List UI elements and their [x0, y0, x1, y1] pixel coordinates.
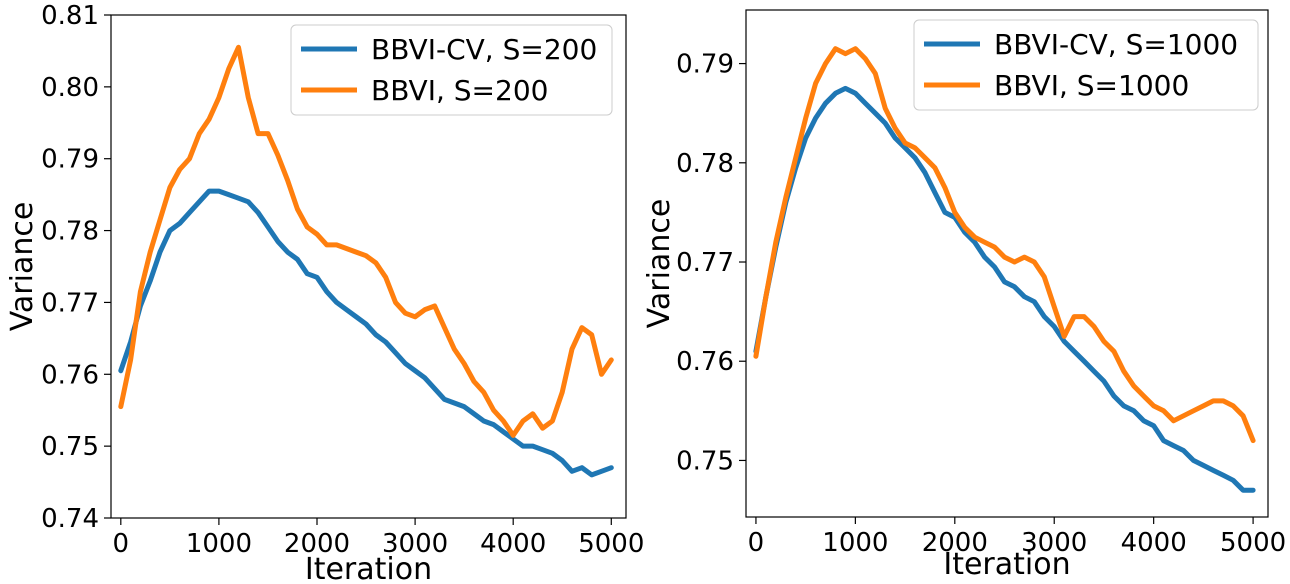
- y-tick-label: 0.75: [676, 446, 734, 476]
- series-line-bbvi: [753, 46, 1256, 444]
- y-tick-label: 0.75: [41, 432, 99, 462]
- x-tick-label: 5000: [1220, 528, 1286, 558]
- y-axis-title: Variance: [5, 202, 40, 332]
- y-axis-title: Variance: [642, 199, 677, 329]
- legend-label: BBVI-CV, S=1000: [994, 28, 1238, 61]
- y-tick-label: 0.76: [676, 347, 734, 377]
- x-tick-label: 3000: [1021, 528, 1087, 558]
- y-tick-label: 0.76: [41, 360, 99, 390]
- y-tick-label: 0.79: [41, 145, 99, 175]
- x-axis-title: Iteration: [305, 552, 432, 584]
- x-tick-label: 3000: [382, 529, 448, 559]
- y-tick-label: 0.78: [41, 217, 99, 247]
- chart-right-panel: 0 1000 2000 3000 4000 5000 0.75 0.76 0.77 0.78 0.7…: [642, 9, 1286, 582]
- plot-frame: [110, 14, 627, 519]
- legend-label: BBVI-CV, S=200: [371, 33, 597, 66]
- x-tick-label: 0: [748, 528, 765, 558]
- x-tick-label: 2000: [922, 528, 988, 558]
- y-tick-label: 0.81: [41, 1, 99, 31]
- x-axis-title: Iteration: [943, 547, 1070, 582]
- legend-box: [290, 24, 613, 116]
- legend: BBVI-CV, S=1000 BBVI, S=1000: [913, 19, 1259, 111]
- x-tick-label: 1000: [186, 529, 252, 559]
- y-tick-label: 0.80: [41, 73, 99, 103]
- x-tick-label: 2000: [284, 529, 350, 559]
- x-tick-label: 4000: [1121, 528, 1187, 558]
- x-tick-label: 0: [113, 529, 130, 559]
- y-tick-label: 0.78: [676, 149, 734, 179]
- y-tick-label: 0.77: [676, 248, 734, 278]
- plot-frame: [745, 9, 1269, 518]
- chart-left-panel: 0 1000 2000 3000 4000 5000 0.74 0.75 0.76 0.77 0.7…: [5, 1, 644, 584]
- legend-box: [913, 19, 1259, 111]
- series-line-bbvi: [118, 44, 614, 438]
- y-tick-label: 0.77: [41, 288, 99, 318]
- y-tick-label: 0.79: [676, 50, 734, 80]
- series-line-bbvi-cv: [753, 85, 1256, 493]
- x-tick-label: 4000: [480, 529, 546, 559]
- y-tick-label: 0.74: [41, 504, 99, 534]
- x-tick-label: 5000: [578, 529, 644, 559]
- x-tick-label: 1000: [822, 528, 888, 558]
- series-line-bbvi-cv: [118, 188, 614, 478]
- legend-label: BBVI, S=1000: [994, 69, 1189, 102]
- legend-label: BBVI, S=200: [371, 74, 548, 107]
- legend: BBVI-CV, S=200 BBVI, S=200: [290, 24, 613, 116]
